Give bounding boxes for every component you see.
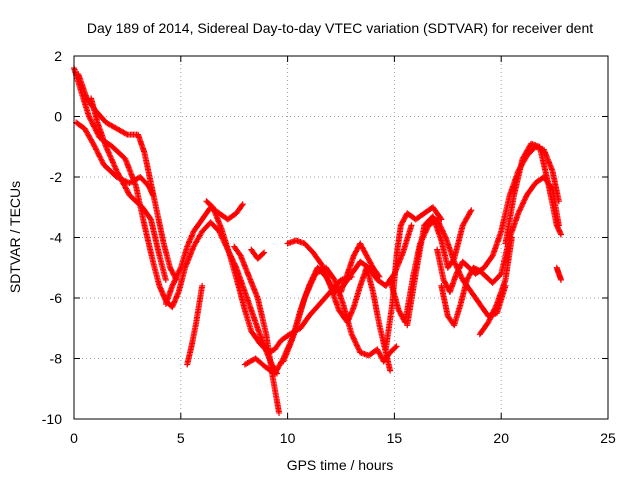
series-markers: [74, 120, 156, 197]
data-series-arc-S: [476, 234, 515, 338]
y-tick-label: -8: [50, 351, 63, 367]
series-markers: [286, 238, 393, 373]
data-series-arc-F: [162, 201, 246, 308]
series-markers: [554, 266, 564, 282]
data-layer: [71, 65, 565, 416]
series-markers: [232, 244, 282, 415]
data-series-arc-N: [382, 204, 445, 353]
y-tick-label: -4: [50, 230, 63, 246]
series-markers: [75, 72, 179, 282]
data-series-arc-D: [88, 95, 169, 283]
x-tick-label: 5: [177, 430, 185, 446]
data-series-arc-C: [73, 119, 157, 199]
data-series-arc-U: [553, 264, 565, 283]
series-markers: [338, 241, 382, 294]
y-tick-label: 2: [54, 48, 62, 64]
data-series-arc-E: [184, 282, 206, 368]
y-tick-label: 0: [54, 109, 62, 125]
series-markers: [404, 208, 474, 327]
x-tick-label: 0: [70, 430, 78, 446]
x-axis-label: GPS time / hours: [287, 457, 394, 473]
x-tick-label: 15: [387, 430, 403, 446]
data-series-arc-M: [338, 240, 383, 295]
y-axis-label: SDTVAR / TECUs: [7, 181, 23, 293]
x-tick-label: 25: [600, 430, 616, 446]
y-tick-label: -10: [42, 411, 62, 427]
series-markers: [184, 284, 205, 366]
data-series-arc-P: [404, 207, 475, 329]
series-markers: [502, 141, 564, 245]
series-markers: [204, 199, 354, 355]
data-series-arc-I: [248, 246, 268, 262]
series-markers: [88, 96, 169, 282]
y-tick-label: -6: [50, 290, 63, 306]
data-series-arc-L: [284, 237, 394, 374]
chart-title: Day 189 of 2014, Sidereal Day-to-day VTE…: [87, 20, 593, 36]
tick-layer: 0 5 10 15 20 25 -10 -8 -6 -4 -2 0 2: [42, 48, 616, 446]
series-markers: [477, 236, 515, 337]
x-tick-label: 20: [493, 430, 509, 446]
data-series-arc-A: [71, 65, 280, 377]
data-series-arc-T: [502, 140, 565, 247]
y-tick-label: -2: [50, 169, 63, 185]
x-tick-label: 10: [280, 430, 296, 446]
series-markers: [249, 247, 266, 261]
